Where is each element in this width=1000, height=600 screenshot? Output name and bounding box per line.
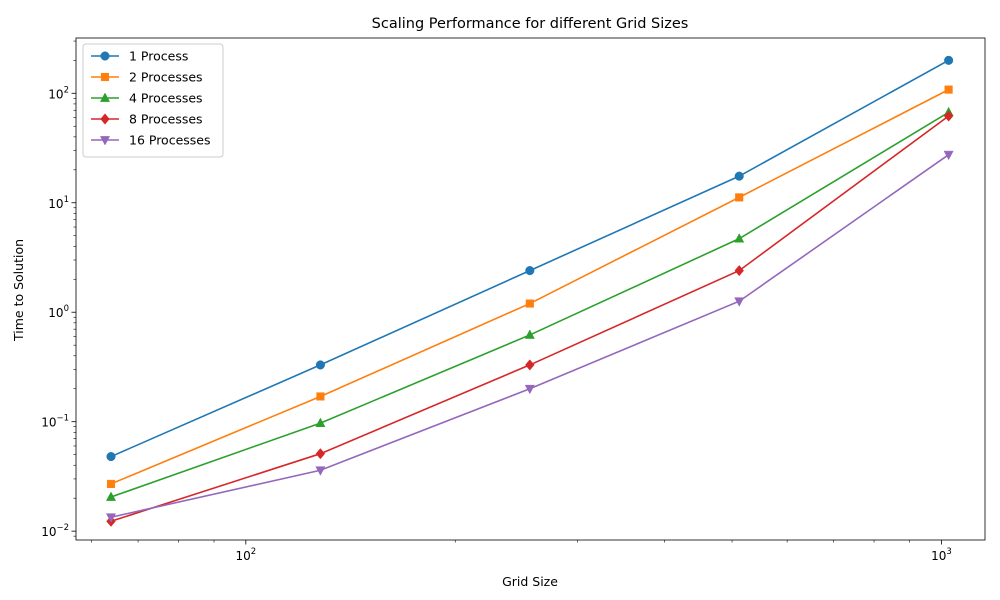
y-tick-label-exponent: 0 <box>64 304 69 314</box>
y-tick-label-exponent: −1 <box>56 414 69 424</box>
data-point <box>316 392 325 401</box>
data-point <box>524 384 535 395</box>
series-5 <box>105 150 954 523</box>
data-point <box>524 329 535 339</box>
chart-title: Scaling Performance for different Grid S… <box>372 16 689 32</box>
data-point <box>525 359 535 371</box>
x-tick-label-base: 10 <box>235 549 250 563</box>
data-point <box>944 55 954 65</box>
data-point <box>734 265 744 277</box>
data-point <box>315 466 326 476</box>
axes-frame <box>75 37 986 541</box>
y-tick-label-exponent: 1 <box>64 195 69 205</box>
data-point <box>735 193 744 202</box>
legend-label: 4 Processes <box>129 91 203 106</box>
series-line <box>110 115 950 523</box>
series-4 <box>106 110 954 527</box>
y-tick-label: 101 <box>48 195 69 211</box>
data-point <box>734 233 745 243</box>
y-tick-label-base: 10 <box>41 416 56 430</box>
y-tick-label-base: 10 <box>48 87 63 101</box>
x-tick-label-exponent: 3 <box>946 547 951 557</box>
legend: 1 Process 2 Processes 4 Processes 8 Process… <box>82 43 224 158</box>
data-point <box>525 266 535 276</box>
y-tick-label-exponent: 2 <box>64 85 69 95</box>
series-line <box>110 88 949 485</box>
legend-marker <box>100 51 110 61</box>
y-tick-label: 100 <box>48 304 69 320</box>
y-tick-label: 102 <box>48 85 69 101</box>
y-tick-label: 10−1 <box>41 414 69 430</box>
x-axis-label: Grid Size <box>502 574 558 589</box>
data-point <box>734 171 744 181</box>
x-tick-label: 102 <box>235 547 256 563</box>
data-point <box>315 360 325 370</box>
data-point <box>943 150 954 161</box>
data-point <box>315 417 326 427</box>
y-tick-label-base: 10 <box>48 306 63 320</box>
data-point <box>315 448 326 460</box>
series-1 <box>106 55 954 462</box>
legend-entry: 1 Process <box>91 49 188 64</box>
data-point <box>943 110 954 122</box>
legend-label: 8 Processes <box>129 112 203 127</box>
legend-entry: 8 Processes <box>91 112 203 127</box>
data-point <box>944 85 953 94</box>
data-point <box>106 452 116 462</box>
legend-marker <box>100 113 110 125</box>
legend-entry: 16 Processes <box>91 133 211 148</box>
y-tick-label: 10−2 <box>41 523 69 539</box>
legend-label: 16 Processes <box>129 133 211 148</box>
legend-marker <box>99 92 111 102</box>
y-axis-label: Time to Solution <box>11 239 26 342</box>
series-2 <box>106 85 953 488</box>
series-line <box>110 59 950 458</box>
x-tick-label: 103 <box>931 547 952 563</box>
x-tick-label-exponent: 2 <box>251 547 256 557</box>
y-tick-label-exponent: −2 <box>56 523 69 533</box>
legend-marker <box>99 136 111 146</box>
data-point <box>105 491 117 501</box>
legend-box <box>82 43 224 158</box>
data-point <box>105 513 117 523</box>
data-point <box>734 297 745 307</box>
y-tick-label-base: 10 <box>41 525 56 539</box>
legend-entry: 4 Processes <box>91 91 203 106</box>
data-point <box>106 479 116 488</box>
x-tick-label-base: 10 <box>931 549 946 563</box>
legend-label: 1 Process <box>129 49 188 64</box>
legend-label: 2 Processes <box>129 70 203 85</box>
legend-marker <box>100 72 110 82</box>
legend-entry: 2 Processes <box>91 70 203 85</box>
data-point <box>525 299 534 308</box>
y-tick-label-base: 10 <box>48 197 63 211</box>
